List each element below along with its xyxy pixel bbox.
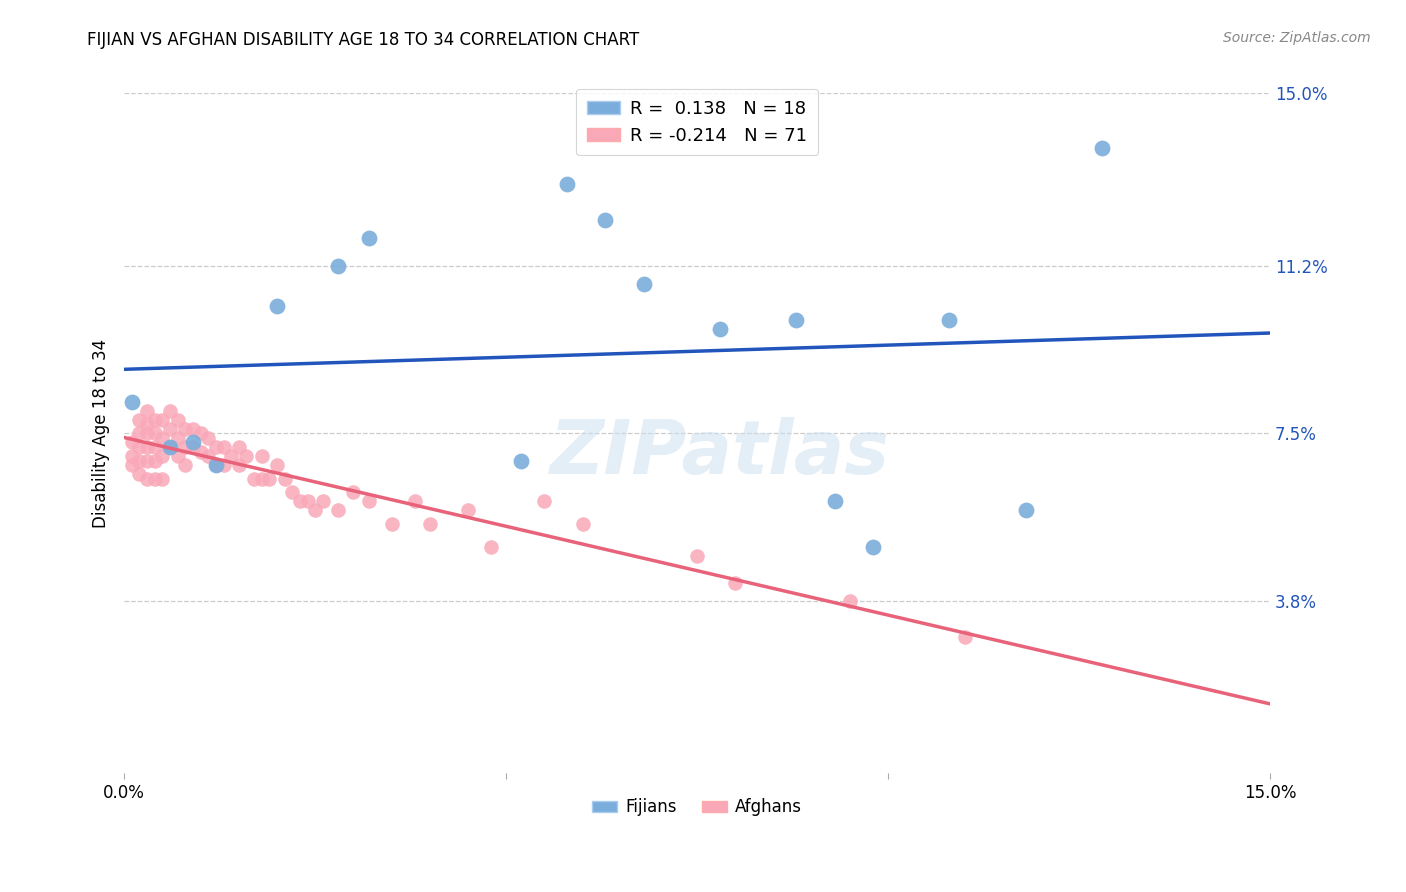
Point bbox=[228, 440, 250, 454]
Point bbox=[205, 440, 228, 454]
Point bbox=[152, 472, 174, 486]
Point bbox=[555, 177, 578, 191]
Point bbox=[212, 440, 235, 454]
Point bbox=[181, 435, 204, 450]
Point bbox=[938, 313, 960, 327]
Point bbox=[709, 322, 731, 336]
Point bbox=[205, 458, 228, 472]
Point bbox=[166, 431, 188, 445]
Point bbox=[288, 494, 311, 508]
Text: Source: ZipAtlas.com: Source: ZipAtlas.com bbox=[1223, 31, 1371, 45]
Point bbox=[250, 449, 273, 463]
Point bbox=[1091, 141, 1114, 155]
Point bbox=[862, 540, 884, 554]
Point bbox=[281, 485, 304, 500]
Point bbox=[128, 467, 150, 482]
Point bbox=[152, 449, 174, 463]
Point bbox=[121, 394, 143, 409]
Point bbox=[212, 458, 235, 472]
Point bbox=[174, 440, 197, 454]
Point bbox=[250, 472, 273, 486]
Point bbox=[136, 472, 159, 486]
Point bbox=[266, 300, 288, 314]
Point bbox=[785, 313, 807, 327]
Point bbox=[457, 503, 479, 517]
Point bbox=[136, 453, 159, 467]
Point bbox=[136, 417, 159, 432]
Point bbox=[228, 458, 250, 472]
Point bbox=[190, 444, 212, 458]
Point bbox=[143, 413, 166, 427]
Point bbox=[243, 472, 266, 486]
Point bbox=[533, 494, 555, 508]
Point bbox=[357, 494, 380, 508]
Text: FIJIAN VS AFGHAN DISABILITY AGE 18 TO 34 CORRELATION CHART: FIJIAN VS AFGHAN DISABILITY AGE 18 TO 34… bbox=[87, 31, 640, 49]
Point bbox=[326, 259, 349, 273]
Point bbox=[190, 426, 212, 441]
Point bbox=[381, 517, 404, 532]
Point bbox=[419, 517, 441, 532]
Point bbox=[633, 277, 655, 291]
Point bbox=[297, 494, 319, 508]
Point bbox=[510, 453, 533, 467]
Y-axis label: Disability Age 18 to 34: Disability Age 18 to 34 bbox=[93, 339, 110, 528]
Point bbox=[259, 472, 281, 486]
Point bbox=[136, 440, 159, 454]
Point bbox=[181, 422, 204, 436]
Point bbox=[159, 403, 181, 417]
Point bbox=[128, 413, 150, 427]
Point bbox=[304, 503, 326, 517]
Point bbox=[152, 431, 174, 445]
Point bbox=[121, 435, 143, 450]
Point bbox=[166, 449, 188, 463]
Point bbox=[143, 426, 166, 441]
Point bbox=[197, 449, 219, 463]
Point bbox=[571, 517, 593, 532]
Point bbox=[143, 472, 166, 486]
Point bbox=[266, 458, 288, 472]
Point bbox=[686, 549, 709, 563]
Point bbox=[136, 426, 159, 441]
Point bbox=[174, 458, 197, 472]
Point bbox=[128, 426, 150, 441]
Point bbox=[181, 440, 204, 454]
Legend: Fijians, Afghans: Fijians, Afghans bbox=[585, 791, 808, 823]
Point bbox=[128, 440, 150, 454]
Point bbox=[824, 494, 846, 508]
Point bbox=[159, 440, 181, 454]
Point bbox=[197, 431, 219, 445]
Point bbox=[235, 449, 257, 463]
Point bbox=[121, 458, 143, 472]
Point bbox=[273, 472, 295, 486]
Point bbox=[404, 494, 426, 508]
Point bbox=[724, 576, 747, 591]
Text: ZIPatlas: ZIPatlas bbox=[550, 417, 890, 491]
Point bbox=[205, 458, 228, 472]
Point bbox=[121, 449, 143, 463]
Point bbox=[1014, 503, 1036, 517]
Point bbox=[953, 631, 976, 645]
Point bbox=[219, 449, 242, 463]
Point bbox=[166, 413, 188, 427]
Point bbox=[342, 485, 364, 500]
Point bbox=[357, 231, 380, 245]
Point bbox=[143, 453, 166, 467]
Point bbox=[143, 440, 166, 454]
Point bbox=[159, 440, 181, 454]
Point bbox=[312, 494, 335, 508]
Point bbox=[159, 422, 181, 436]
Point bbox=[174, 422, 197, 436]
Point bbox=[136, 403, 159, 417]
Point bbox=[152, 413, 174, 427]
Point bbox=[839, 594, 862, 608]
Point bbox=[326, 503, 349, 517]
Point bbox=[128, 453, 150, 467]
Point bbox=[595, 213, 617, 227]
Point bbox=[479, 540, 502, 554]
